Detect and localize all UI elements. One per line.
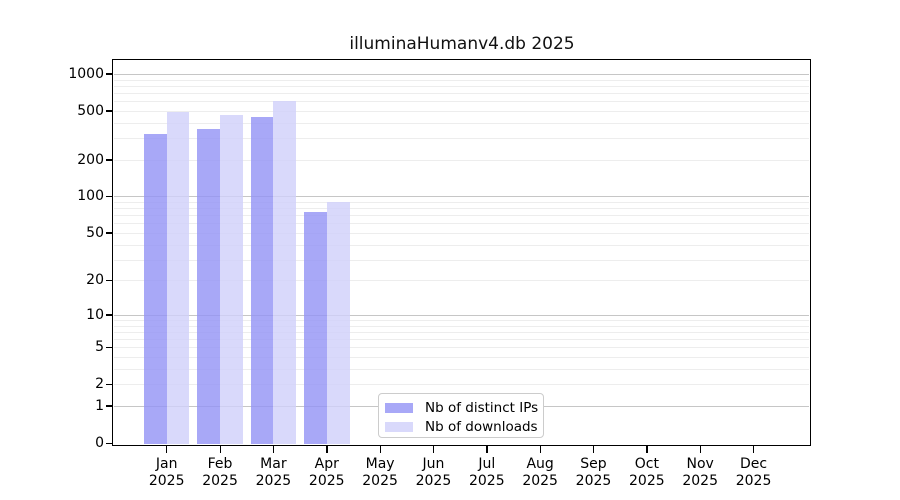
y-tick-mark — [106, 232, 113, 234]
gridline-minor — [114, 347, 809, 349]
chart-title: illuminaHumanv4.db 2025 — [349, 34, 575, 54]
gridline-minor — [114, 320, 809, 321]
bar-distinct-ips-feb — [197, 128, 221, 445]
bar-downloads-jan — [166, 111, 190, 445]
plot-border — [112, 59, 811, 446]
x-tick-mark — [326, 446, 328, 453]
x-tick-mark — [166, 446, 168, 453]
x-tick-label: Jan 2025 — [148, 456, 185, 489]
y-tick-label: 200 — [77, 151, 104, 168]
legend: Nb of distinct IPs Nb of downloads — [378, 393, 544, 438]
bar-downloads-feb — [220, 114, 243, 445]
legend-row: Nb of downloads — [385, 417, 538, 436]
y-tick-mark — [106, 314, 113, 316]
x-tick-label: Feb 2025 — [202, 456, 238, 489]
gridline-major — [114, 73, 809, 75]
gridline-minor — [114, 202, 809, 204]
legend-label-distinct-ips: Nb of distinct IPs — [425, 399, 539, 416]
y-tick-mark — [106, 279, 113, 282]
gridline-minor — [114, 368, 809, 370]
gridline-major — [114, 196, 809, 198]
gridline-minor — [114, 331, 809, 333]
x-tick-mark — [379, 446, 381, 453]
y-tick-mark — [106, 159, 113, 161]
gridline-minor — [114, 357, 809, 359]
y-tick-mark — [106, 110, 113, 112]
x-tick-label: Jul 2025 — [468, 456, 505, 489]
y-tick-label: 20 — [86, 272, 104, 289]
y-tick-label: 500 — [77, 102, 104, 119]
y-tick-mark — [106, 405, 113, 407]
x-tick-label: Mar 2025 — [255, 456, 292, 489]
gridline-minor — [114, 259, 809, 261]
x-tick-mark — [753, 446, 755, 453]
x-tick-label: May 2025 — [362, 456, 398, 489]
bar-downloads-apr — [326, 202, 350, 445]
bar-distinct-ips-apr — [303, 211, 327, 445]
x-tick-mark — [272, 446, 275, 453]
bar-distinct-ips-jan — [143, 134, 167, 445]
legend-row: Nb of distinct IPs — [385, 398, 539, 417]
gridline-minor — [114, 339, 809, 341]
gridline-minor — [114, 325, 809, 327]
gridline-major — [114, 314, 809, 316]
y-tick-mark — [106, 442, 113, 444]
y-tick-label: 1000 — [68, 65, 104, 82]
gridline-minor — [114, 159, 809, 161]
y-tick-mark — [106, 195, 113, 198]
x-tick-label: Jun 2025 — [415, 456, 452, 489]
gridline-minor — [114, 110, 809, 112]
gridline-minor — [114, 215, 809, 217]
y-tick-label: 1 — [95, 397, 104, 414]
y-tick-label: 0 — [95, 435, 104, 451]
gridline-minor — [114, 208, 809, 210]
gridline-minor — [114, 223, 809, 225]
gridline-minor — [114, 232, 809, 234]
x-tick-label: Nov 2025 — [682, 456, 718, 489]
x-tick-mark — [593, 446, 595, 453]
gridline-minor — [114, 122, 809, 124]
x-tick-label: Aug 2025 — [522, 456, 558, 489]
x-tick-mark — [432, 446, 435, 453]
y-tick-mark — [106, 383, 113, 386]
gridline-minor — [114, 92, 809, 94]
y-tick-label: 5 — [95, 339, 104, 356]
downloads-swatch — [385, 421, 413, 432]
y-tick-label: 50 — [86, 224, 104, 241]
x-tick-mark — [539, 446, 541, 453]
gridline-minor — [114, 280, 809, 282]
x-tick-mark — [219, 446, 221, 453]
legend-label-downloads: Nb of downloads — [425, 418, 538, 435]
x-tick-mark — [699, 446, 701, 453]
x-tick-label: Apr 2025 — [308, 456, 345, 489]
gridline-minor — [114, 138, 809, 140]
x-tick-mark — [646, 446, 648, 453]
x-tick-label: Oct 2025 — [629, 456, 665, 489]
bar-downloads-mar — [273, 100, 297, 445]
y-tick-mark — [106, 346, 113, 349]
bar-distinct-ips-mar — [250, 117, 274, 445]
gridline-minor — [114, 384, 809, 386]
x-tick-mark — [486, 446, 488, 453]
y-tick-label: 10 — [86, 306, 104, 323]
gridline-minor — [114, 85, 809, 87]
distinct-ips-swatch — [385, 402, 413, 413]
y-tick-label: 2 — [95, 376, 104, 393]
y-tick-label: 100 — [77, 188, 104, 205]
gridline-minor — [114, 244, 809, 246]
gridline-minor — [114, 101, 809, 103]
x-tick-label: Dec 2025 — [735, 456, 772, 489]
y-tick-mark — [106, 73, 113, 75]
x-tick-label: Sep 2025 — [575, 456, 612, 489]
gridline-minor — [114, 79, 809, 81]
